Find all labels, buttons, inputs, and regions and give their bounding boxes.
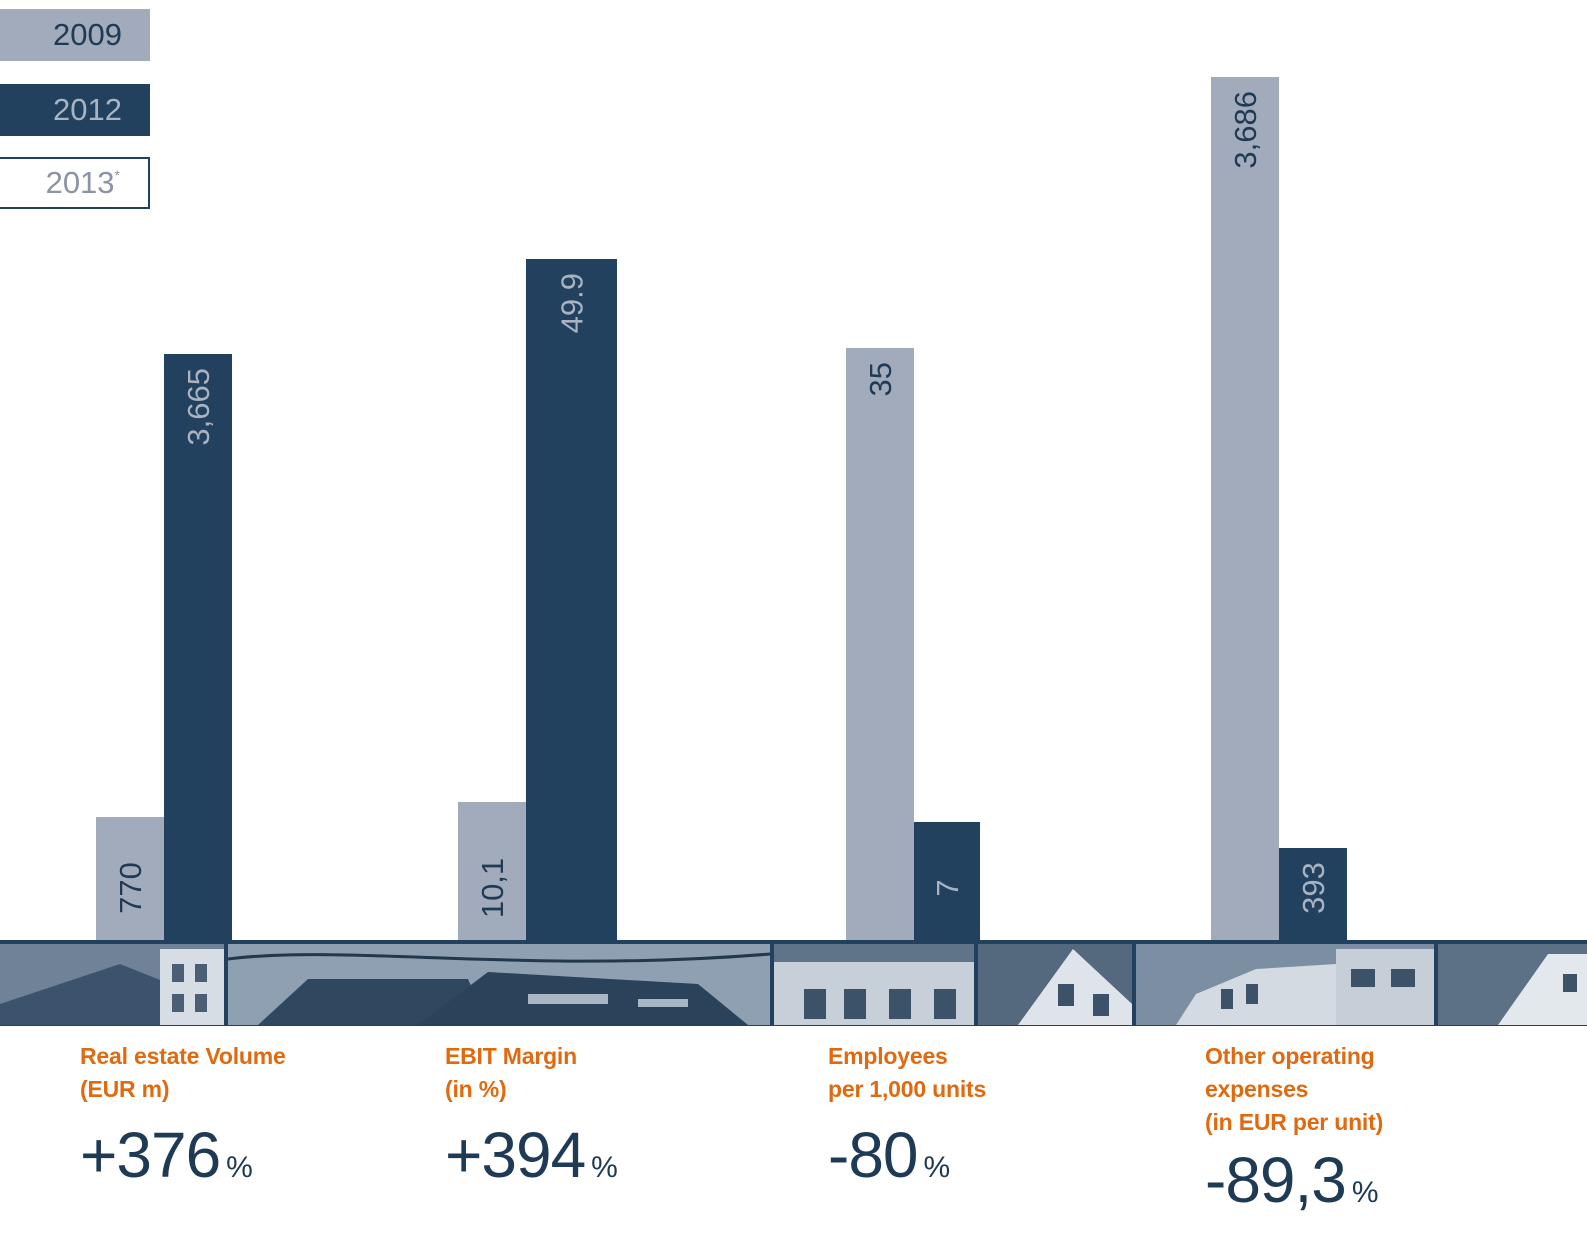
metric-ebit-margin: EBIT Margin (in %) +394%: [445, 1040, 618, 1192]
building-photo-2: [228, 944, 770, 1025]
bar-value-label: 49.9: [555, 273, 590, 333]
metric-label-line: (EUR m): [80, 1076, 170, 1102]
metric-change: +376%: [80, 1118, 286, 1192]
legend-item-2012: 2012: [0, 84, 150, 136]
bar-value-label: 7: [930, 879, 965, 896]
bar-2009-group-3: [846, 348, 914, 940]
metric-label-line: Real estate Volume: [80, 1043, 286, 1069]
legend-item-2009: 2009: [0, 9, 150, 61]
bar-value-label: 3,665: [181, 368, 216, 446]
bar-value-label: 35: [863, 362, 898, 396]
metric-label: EBIT Margin (in %): [445, 1040, 618, 1106]
metric-change-value: -89,3: [1205, 1144, 1347, 1216]
bar-value-label: 3,686: [1228, 91, 1263, 169]
bar-2012-group-1: [164, 354, 232, 940]
metric-label-line: expenses: [1205, 1076, 1309, 1102]
metric-change-unit: %: [923, 1151, 951, 1184]
metric-change: -80%: [828, 1118, 986, 1192]
metric-label-line: Other operating: [1205, 1043, 1375, 1069]
metric-label: Employees per 1,000 units: [828, 1040, 986, 1106]
metric-change-unit: %: [1351, 1176, 1379, 1209]
metric-change-value: -80: [828, 1119, 918, 1191]
metric-label-line: per 1,000 units: [828, 1076, 987, 1102]
metric-change-value: +394: [445, 1119, 586, 1191]
bar-2012-group-2: [526, 259, 617, 940]
metric-employees: Employees per 1,000 units -80%: [828, 1040, 986, 1192]
bar-value-label: 393: [1296, 862, 1331, 914]
building-photo-1: [0, 944, 224, 1025]
metric-change: +394%: [445, 1118, 618, 1192]
bar-2012-group-3: [914, 822, 980, 940]
metric-label: Real estate Volume (EUR m): [80, 1040, 286, 1106]
bar-2009-group-1: [96, 817, 164, 940]
building-photo-3: [774, 944, 974, 1025]
metric-change: -89,3%: [1205, 1143, 1383, 1217]
metric-label-line: Employees: [828, 1043, 948, 1069]
building-photo-6: [1438, 944, 1587, 1025]
metric-label-line: (in EUR per unit): [1205, 1109, 1384, 1135]
legend-label-2013: 2013: [45, 165, 115, 200]
metric-change-value: +376: [80, 1119, 221, 1191]
bar-value-label: 10,1: [475, 858, 510, 918]
legend-label-2009: 2009: [53, 17, 122, 52]
legend-item-2013: 2013 *: [0, 157, 150, 209]
metric-label-line: EBIT Margin: [445, 1043, 577, 1069]
bar-value-label: 770: [113, 862, 148, 914]
metric-change-unit: %: [591, 1151, 618, 1184]
bar-2009-group-2: [458, 802, 526, 940]
bar-2012-group-4: [1279, 848, 1347, 940]
bar-chart: 770 3,665 10,1 49.9 35 7 3,686 393: [96, 77, 1347, 940]
building-photo-4: [978, 944, 1132, 1025]
legend-footnote-mark: *: [114, 167, 120, 183]
metric-other-operating-expenses: Other operating expenses (in EUR per uni…: [1205, 1040, 1383, 1217]
building-photo-5: [1136, 944, 1434, 1025]
metric-label: Other operating expenses (in EUR per uni…: [1205, 1040, 1383, 1139]
bar-2009-group-4: [1211, 77, 1279, 940]
metric-change-unit: %: [226, 1151, 253, 1184]
metric-label-line: (in %): [445, 1076, 507, 1102]
building-photo-strip: [0, 940, 1587, 1026]
metric-real-estate-volume: Real estate Volume (EUR m) +376%: [80, 1040, 286, 1192]
legend-label-2012: 2012: [53, 92, 122, 127]
